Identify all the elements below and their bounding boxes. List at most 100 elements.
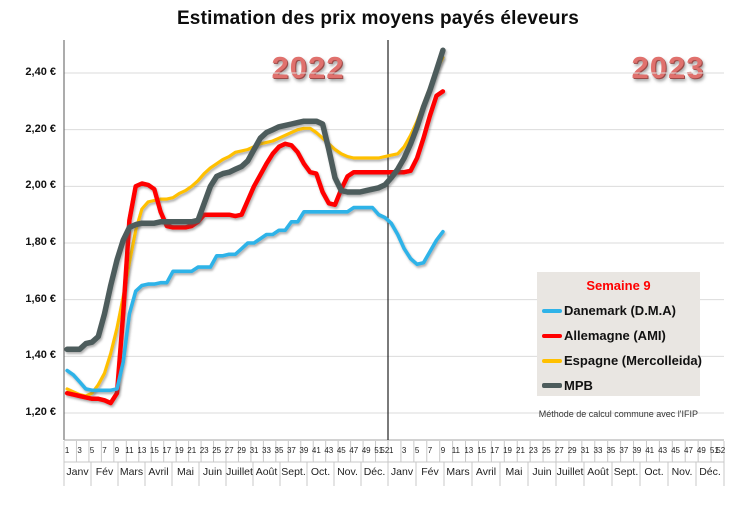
month-label: Fév: [95, 466, 114, 478]
week-label: 37: [619, 446, 629, 455]
year-label-2023: 2023: [631, 50, 705, 85]
y-axis-label: 1,40 €: [25, 349, 56, 362]
month-label: Juillet: [556, 466, 584, 478]
week-label: 31: [249, 446, 259, 455]
week-label: 33: [262, 446, 271, 455]
week-label: 23: [199, 446, 209, 455]
week-label: 17: [162, 446, 172, 455]
danemark-line-swatch: [542, 308, 562, 313]
chart-title: Estimation des prix moyens payés éleveur…: [176, 8, 580, 29]
week-label: 52: [716, 446, 726, 455]
week-label: 49: [361, 446, 371, 455]
month-label: Mars: [119, 466, 144, 478]
week-label: 7: [427, 446, 433, 455]
week-label: 11: [451, 446, 460, 455]
week-label: 3: [77, 446, 82, 455]
week-label: 17: [490, 446, 500, 455]
month-label: Avril: [148, 466, 169, 478]
legend-item-allemagne: Allemagne (AMI): [537, 323, 700, 348]
month-label: Oct.: [310, 466, 331, 478]
legend-item-label: Danemark (D.M.A): [564, 303, 676, 318]
month-label: Juin: [202, 466, 223, 478]
month-label: Mai: [177, 466, 194, 478]
month-label: Août: [587, 466, 609, 478]
week-label: 21: [187, 446, 197, 455]
series-line-danemark-d-m-a: [65, 205, 445, 393]
week-label: 45: [671, 446, 680, 455]
footnote: Méthode de calcul commune avec l'IFIP: [538, 409, 698, 419]
legend-item-label: Allemagne (AMI): [564, 328, 666, 343]
month-label: Déc.: [699, 466, 721, 478]
week-label: 39: [299, 446, 309, 455]
week-label: 25: [212, 446, 222, 455]
week-label: 33: [593, 446, 603, 455]
month-label: Janv: [390, 466, 414, 478]
week-label: 21: [516, 446, 525, 455]
week-label: 3: [401, 446, 407, 455]
week-label: 35: [274, 446, 284, 455]
legend-item-espagne: Espagne (Mercolleida): [537, 348, 702, 373]
week-label: 23: [528, 446, 538, 455]
week-label: 37: [286, 446, 296, 455]
week-label: 19: [503, 446, 512, 455]
week-label: 47: [684, 446, 693, 455]
week-label: 43: [324, 446, 334, 455]
legend-title: Semaine 9: [586, 278, 651, 293]
y-axis-label: 2,20 €: [25, 122, 56, 135]
month-label: Fév: [421, 466, 439, 478]
week-label: 19: [174, 446, 184, 455]
week-label: 39: [632, 446, 642, 455]
week-label: 52: [380, 446, 390, 455]
espagne-line-swatch: [542, 358, 562, 363]
week-label: 49: [696, 446, 706, 455]
month-label: Sept.: [613, 466, 639, 478]
week-label: 43: [658, 446, 668, 455]
legend: Semaine 9 Danemark (D.M.A) Allemagne (AM…: [537, 272, 702, 398]
week-label: 15: [149, 446, 159, 455]
y-axis-label: 1,20 €: [25, 406, 56, 418]
month-label: Nov.: [671, 466, 693, 478]
y-axis-label: 1,80 €: [25, 236, 56, 248]
year-label-2022: 2022: [271, 50, 345, 85]
week-label: 13: [137, 446, 147, 455]
week-label: 13: [464, 446, 474, 455]
month-label: Juillet: [226, 466, 253, 478]
series-line-mpb: [64, 47, 446, 353]
series-line-espagne-mercolleida: [65, 55, 445, 398]
legend-item-danemark: Danemark (D.M.A): [537, 298, 700, 323]
legend-item-label: MPB: [564, 378, 593, 393]
week-label: 51: [374, 446, 384, 455]
month-label: Mars: [446, 466, 470, 478]
legend-item-label: Espagne (Mercolleida): [564, 353, 702, 368]
month-label: Sept.: [281, 466, 306, 478]
week-label: 41: [645, 446, 655, 455]
week-label: 35: [606, 446, 616, 455]
week-label: 51: [709, 446, 719, 455]
week-label: 1: [64, 446, 70, 455]
week-label: 7: [102, 446, 107, 455]
week-label: 41: [311, 446, 321, 455]
allemagne-line-swatch: [542, 333, 562, 338]
week-label: 9: [114, 446, 120, 455]
week-label: 25: [541, 446, 551, 455]
week-label: 31: [580, 446, 590, 455]
week-label: 27: [224, 446, 234, 455]
week-label: 15: [477, 446, 487, 455]
y-axis-label: 1,60 €: [25, 292, 56, 305]
week-label: 27: [554, 446, 564, 455]
month-label: Oct.: [644, 466, 664, 478]
week-label: 5: [89, 446, 95, 455]
mpb-line-swatch: [542, 383, 562, 388]
week-label: 1: [388, 446, 394, 455]
week-label: 47: [349, 446, 359, 455]
y-axis-label: 2,00 €: [25, 179, 56, 192]
week-label: 11: [125, 446, 134, 455]
month-label: Avril: [475, 466, 497, 478]
week-label: 5: [414, 446, 420, 455]
legend-item-mpb: MPB: [537, 373, 700, 398]
y-axis-label: 2,40 €: [25, 66, 56, 78]
month-label: Déc.: [363, 466, 386, 478]
month-label: Août: [255, 466, 278, 478]
